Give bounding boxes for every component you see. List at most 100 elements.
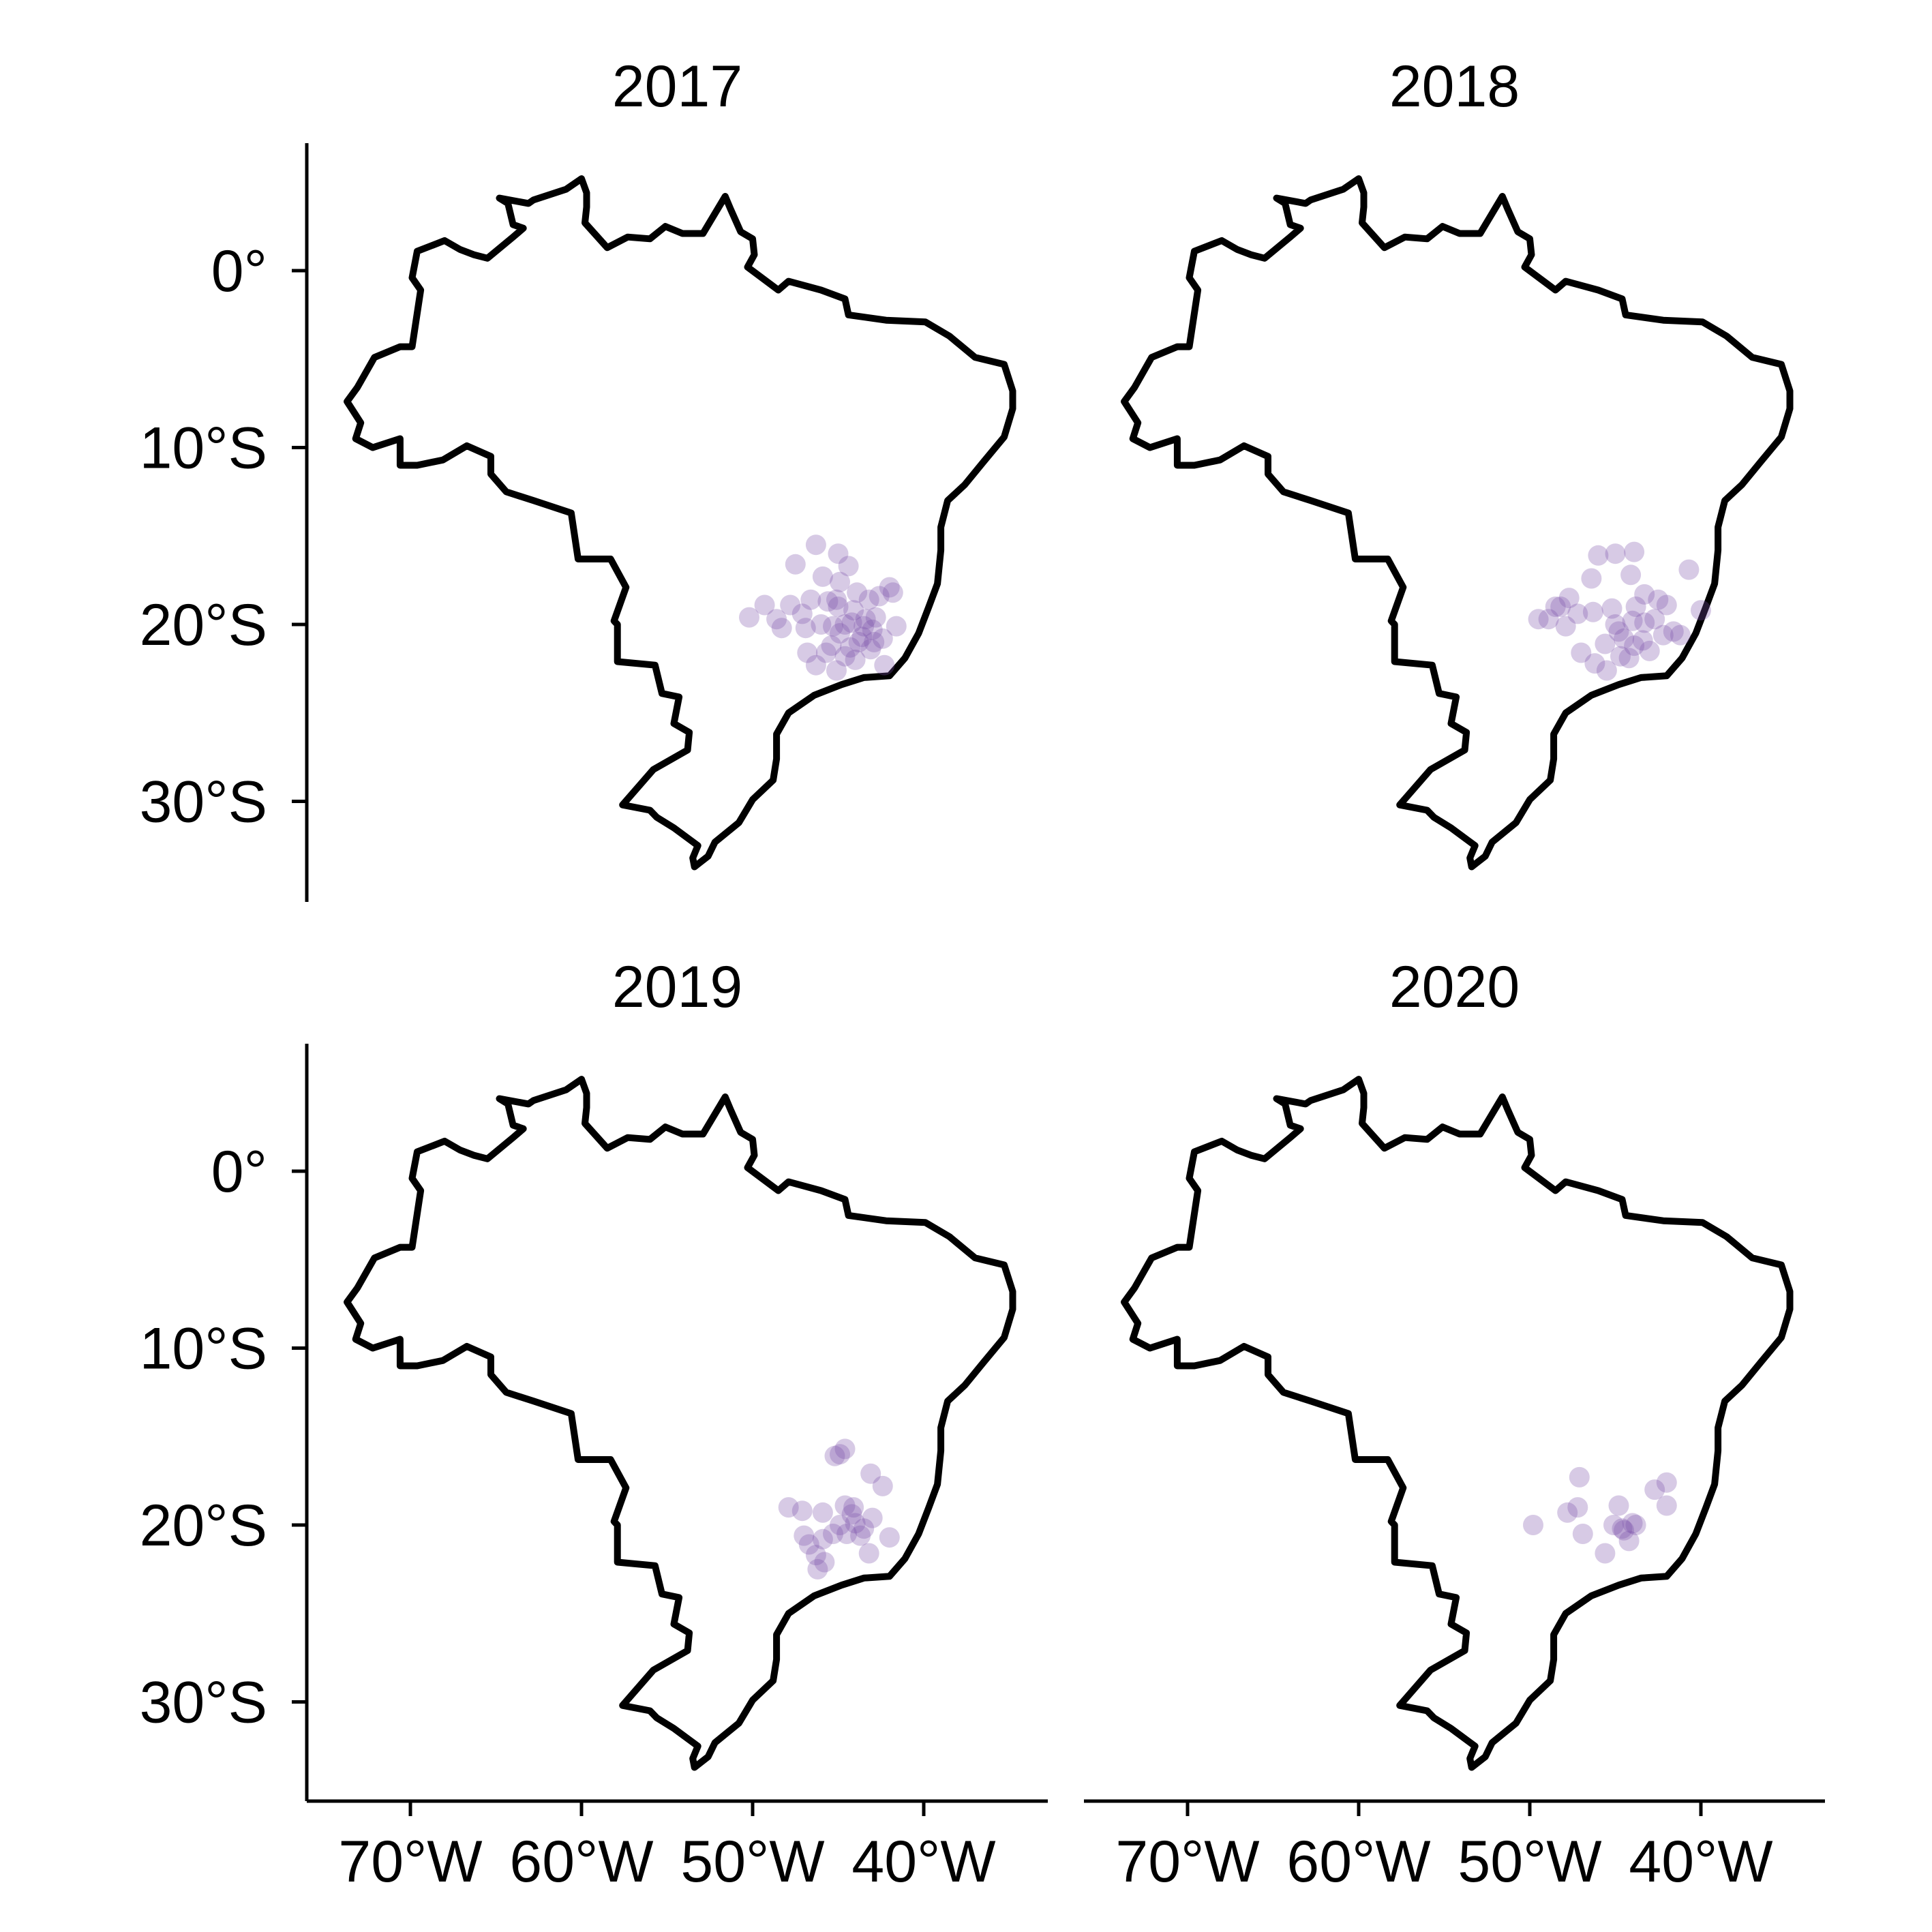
data-point [807, 1558, 828, 1580]
data-point [1625, 1515, 1646, 1535]
data-point [817, 591, 839, 612]
panel-2017: 2017 0° 10°S 20°S 30°S [140, 54, 1016, 902]
data-point [1550, 597, 1571, 617]
data-point [1614, 628, 1635, 649]
data-point [830, 1515, 850, 1535]
data-point [845, 649, 866, 670]
y-tick-label: 30°S [140, 770, 267, 835]
data-point [798, 1534, 819, 1555]
data-point [1571, 642, 1592, 663]
data-point [1663, 621, 1684, 642]
y-tick-label: 10°S [140, 1316, 267, 1382]
data-point [1596, 660, 1617, 681]
data-point [1625, 597, 1646, 617]
data-point [830, 571, 850, 592]
data-point [1557, 1502, 1578, 1523]
data-point [823, 616, 843, 637]
data-point [845, 1513, 866, 1534]
x-tick-label: 40°W [1629, 1829, 1772, 1895]
data-point [797, 642, 818, 663]
data-point [843, 1497, 864, 1518]
data-point [1603, 1515, 1624, 1535]
brazil-outline [1121, 175, 1794, 871]
data-point [1622, 1513, 1643, 1534]
y-tick-label: 20°S [140, 592, 267, 658]
data-point [811, 614, 832, 635]
data-point [851, 627, 873, 648]
data-point [812, 566, 833, 587]
data-point [1622, 610, 1643, 631]
y-tick-label: 0° [211, 1139, 267, 1205]
data-point [805, 1545, 826, 1566]
data-point [1608, 621, 1629, 642]
data-point [1581, 568, 1602, 589]
data-point [1605, 543, 1626, 564]
data-point [1648, 589, 1669, 610]
data-point [824, 1445, 845, 1466]
data-point [862, 619, 883, 640]
data-point [795, 618, 816, 639]
data-point [872, 1475, 893, 1496]
x-tick-label: 70°W [338, 1829, 482, 1895]
data-point [812, 1528, 833, 1550]
panel-title: 2020 [1389, 954, 1520, 1020]
data-point [830, 623, 850, 644]
data-point [1634, 584, 1655, 605]
data-point [766, 609, 787, 630]
data-point [780, 594, 801, 616]
data-point [838, 556, 859, 577]
x-tick-label: 60°W [1286, 1829, 1430, 1895]
data-point [815, 642, 836, 663]
data-point [823, 1524, 843, 1544]
data-point [872, 628, 893, 649]
data-point [854, 1518, 875, 1539]
data-point [834, 1495, 856, 1516]
data-point [1528, 609, 1549, 630]
x-tick-label: 50°W [1458, 1829, 1601, 1895]
data-point [814, 1552, 835, 1573]
data-point [826, 660, 847, 681]
data-point [1614, 1520, 1635, 1541]
data-point [1620, 564, 1642, 586]
data-point [821, 635, 842, 656]
data-point [1656, 1472, 1677, 1493]
data-point [1605, 614, 1626, 635]
data-point [1652, 624, 1674, 646]
data-point [1610, 646, 1631, 667]
data-point [1634, 612, 1655, 633]
y-tick-label: 30°S [140, 1670, 267, 1736]
x-tick-label: 40°W [851, 1829, 995, 1895]
data-point [1612, 1518, 1633, 1539]
data-point [1595, 1543, 1616, 1564]
data-point [848, 631, 869, 652]
data-point [1595, 633, 1616, 654]
data-point [1567, 603, 1588, 624]
data-point [1567, 1497, 1588, 1518]
data-point [1656, 594, 1677, 616]
data-point [828, 597, 849, 617]
brazil-outline [344, 1076, 1016, 1771]
y-tick-label: 0° [211, 239, 267, 304]
data-point [836, 1524, 858, 1544]
data-point [778, 1497, 799, 1518]
data-point [862, 1507, 883, 1528]
data-point [805, 534, 826, 556]
data-point [828, 543, 849, 564]
data-point [1691, 600, 1711, 621]
data-point [834, 646, 856, 667]
data-point [841, 1504, 862, 1525]
data-point [800, 589, 821, 610]
data-point [1588, 545, 1609, 566]
data-point [1572, 1524, 1593, 1544]
data-point [830, 1444, 850, 1465]
x-tick-label: 70°W [1115, 1829, 1259, 1895]
data-point [1639, 640, 1660, 661]
data-point [1545, 597, 1566, 617]
data-point [854, 616, 875, 637]
data-point [879, 577, 900, 598]
data-point [1624, 635, 1645, 656]
data-point [886, 616, 907, 637]
data-point [791, 1500, 813, 1522]
x-tick-label: 60°W [509, 1829, 653, 1895]
